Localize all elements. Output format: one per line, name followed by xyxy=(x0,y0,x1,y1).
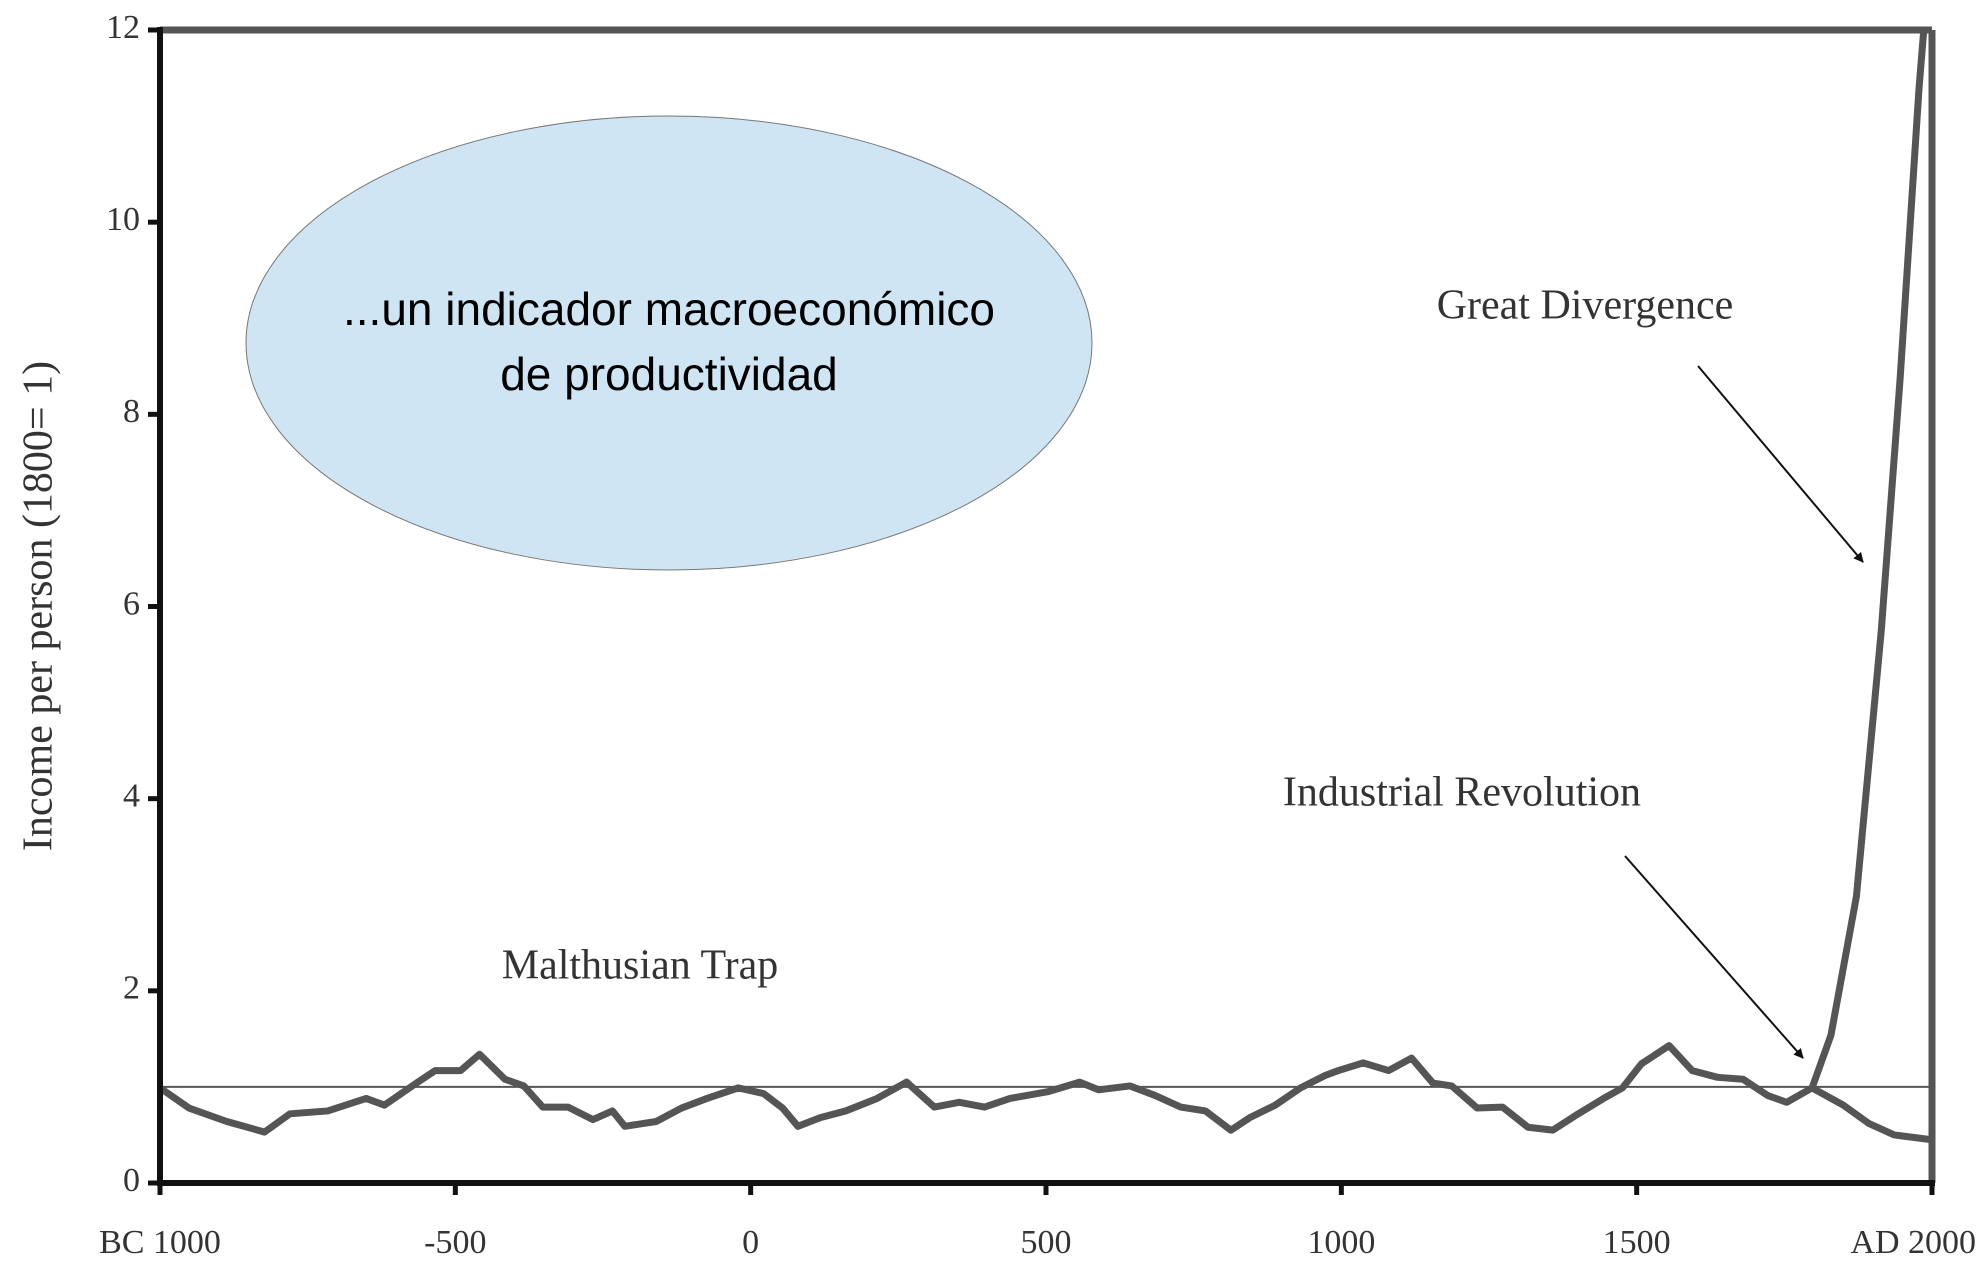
x-tick-label: 500 xyxy=(1021,1224,1072,1261)
x-tick-label: 1500 xyxy=(1603,1224,1671,1261)
income-line xyxy=(1808,1084,1932,1144)
note-line: ...un indicador macroeconómico xyxy=(343,283,995,335)
y-axis-label: Income per person (1800= 1) xyxy=(16,361,62,851)
y-tick-label: 2 xyxy=(123,970,140,1007)
x-tick-label: 1000 xyxy=(1307,1224,1375,1261)
x-tick-label: BC 1000 xyxy=(99,1224,221,1261)
x-tick-label: 0 xyxy=(742,1224,759,1261)
y-tick-label: 0 xyxy=(123,1162,140,1199)
annotation: Malthusian Trap xyxy=(502,943,779,989)
axes-layer: 0 2 4 6 8 10 12 BC 1000 -500 0 500 1000 1500 AD 2000 xyxy=(99,9,1976,1261)
annotation: Great Divergence xyxy=(1437,283,1734,329)
income-line xyxy=(1808,30,1928,1092)
annotation: Industrial Revolution xyxy=(1283,770,1641,816)
annotation-arrow xyxy=(1697,365,1864,563)
annotation-arrow xyxy=(1624,855,1804,1059)
income-line xyxy=(160,1042,1816,1136)
y-tick-label: 10 xyxy=(106,201,140,238)
note-bubble xyxy=(245,115,1093,571)
note-line: de productividad xyxy=(500,348,838,400)
y-tick-label: 4 xyxy=(123,777,140,814)
line-layer xyxy=(160,30,1932,1144)
x-tick-label: AD 2000 xyxy=(1850,1224,1976,1261)
y-tick-label: 8 xyxy=(123,393,140,430)
y-tick-label: 12 xyxy=(106,9,140,46)
x-tick-label: -500 xyxy=(424,1224,486,1261)
y-tick-label: 6 xyxy=(123,585,140,622)
